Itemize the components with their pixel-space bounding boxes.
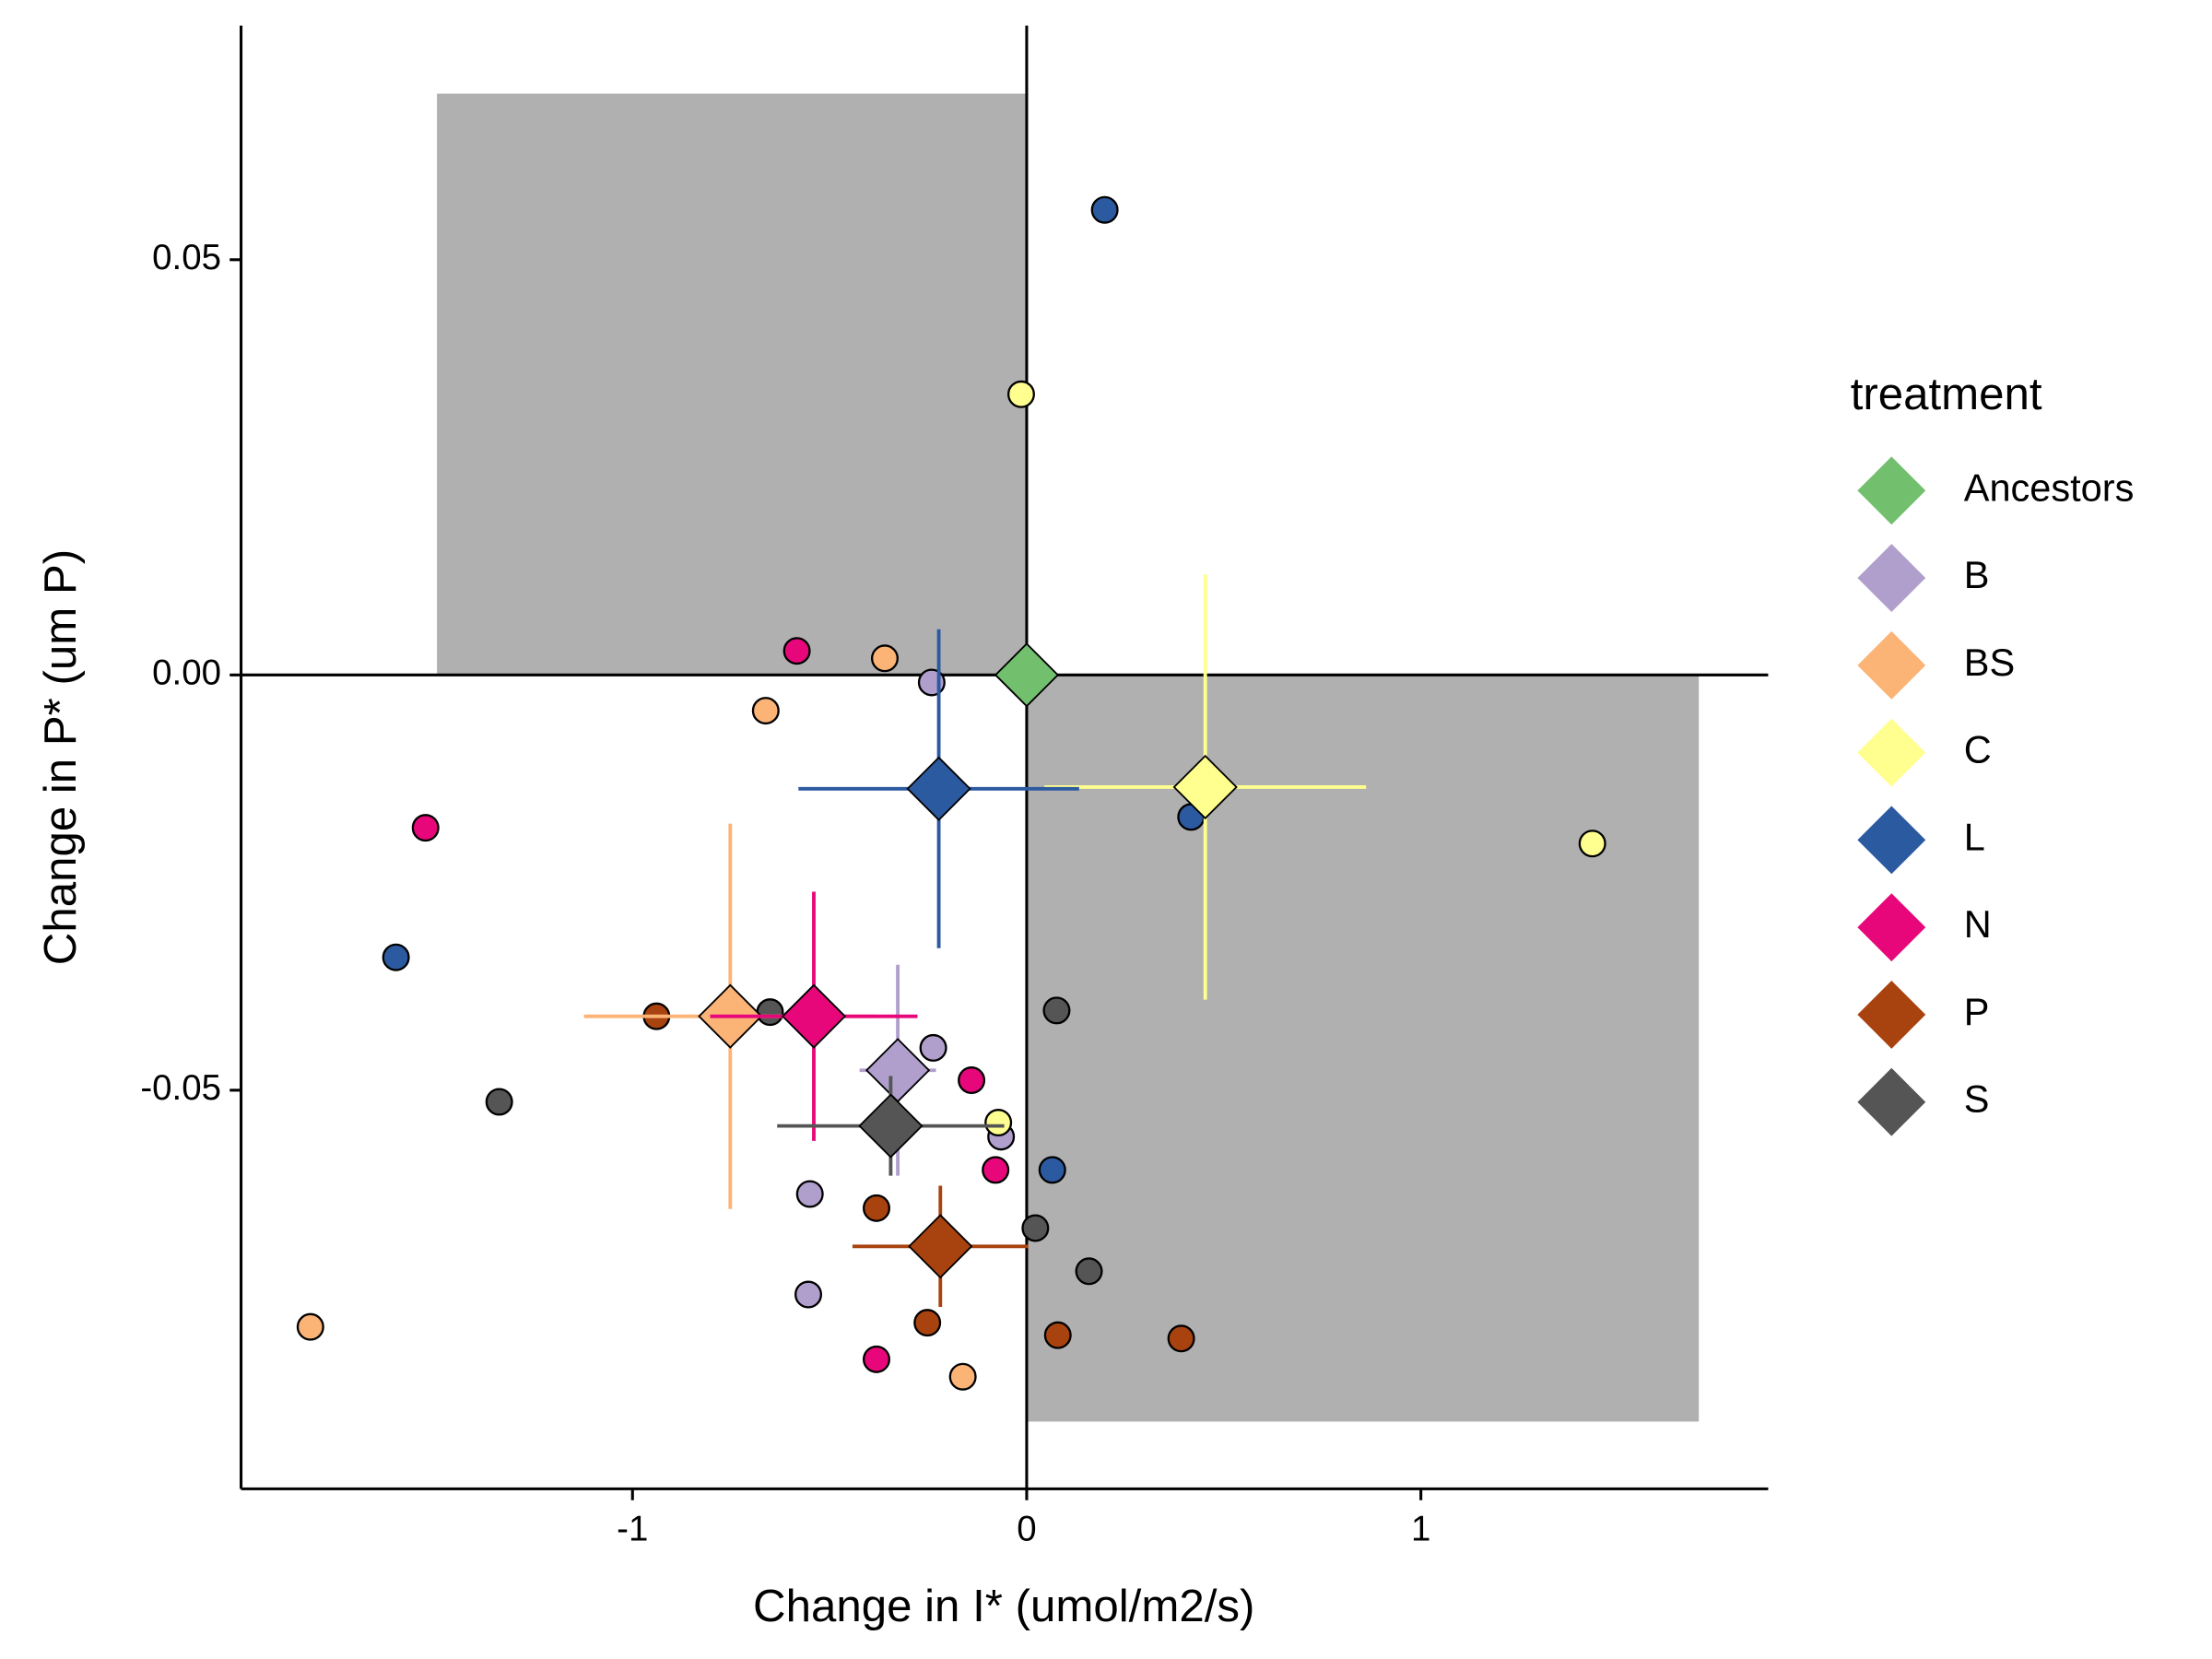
legend-swatch <box>1857 893 1926 962</box>
mean-marker <box>858 1093 924 1159</box>
point <box>984 1109 1013 1137</box>
legend-swatch <box>1857 544 1926 612</box>
point <box>411 814 440 842</box>
legend-label: P <box>1964 990 1990 1033</box>
point <box>862 1345 890 1373</box>
legend-label: N <box>1964 902 1992 946</box>
legend-swatch <box>1857 718 1926 787</box>
legend-label: BS <box>1964 641 2015 684</box>
point <box>1042 996 1071 1025</box>
point <box>1006 380 1035 408</box>
legend-title: treatment <box>1851 369 2042 419</box>
mean-marker <box>994 642 1060 708</box>
point <box>919 1033 947 1062</box>
legend-label: C <box>1964 728 1992 771</box>
x-axis-title: Change in I* (umol/m2/s) <box>753 1581 1254 1631</box>
legend-swatch <box>1857 630 1926 700</box>
shaded-region <box>1026 675 1700 1422</box>
mean-marker <box>781 983 847 1049</box>
legend-label: Ancestors <box>1964 465 2135 509</box>
point <box>862 1194 890 1222</box>
shaded-region <box>437 93 1027 676</box>
legend-swatch <box>1857 456 1926 525</box>
y-tick-label: -0.05 <box>140 1068 221 1108</box>
point <box>485 1088 513 1116</box>
point <box>756 998 784 1027</box>
point <box>795 1180 824 1208</box>
point <box>948 1362 977 1391</box>
point <box>782 637 811 665</box>
legend-label: B <box>1964 553 1990 596</box>
point <box>382 943 410 971</box>
point <box>751 697 780 725</box>
y-tick-label: 0.00 <box>152 653 221 692</box>
point <box>1075 1257 1103 1286</box>
point <box>958 1066 986 1095</box>
legend-label: S <box>1964 1077 1990 1121</box>
point <box>913 1309 942 1337</box>
legend-swatch <box>1857 981 1926 1049</box>
legend-label: L <box>1964 815 1985 858</box>
legend-swatch <box>1857 806 1926 875</box>
point <box>870 644 899 673</box>
mean-marker <box>1172 754 1238 820</box>
point <box>296 1312 324 1341</box>
point <box>1167 1324 1195 1353</box>
point <box>1090 195 1119 224</box>
point <box>794 1280 823 1309</box>
point <box>982 1156 1010 1184</box>
mean-marker <box>906 756 971 821</box>
legend-swatch <box>1857 1067 1926 1136</box>
x-tick-label: 1 <box>1411 1510 1430 1549</box>
point <box>1043 1321 1072 1349</box>
point <box>1021 1214 1050 1242</box>
point <box>917 668 946 697</box>
x-tick-label: -1 <box>617 1510 648 1549</box>
y-axis-title: Change in P* (um P) <box>35 549 86 965</box>
point <box>1038 1156 1066 1184</box>
mean-marker <box>908 1214 973 1279</box>
x-tick-label: 0 <box>1017 1510 1036 1549</box>
y-tick-label: 0.05 <box>152 238 221 277</box>
point <box>1578 830 1606 858</box>
